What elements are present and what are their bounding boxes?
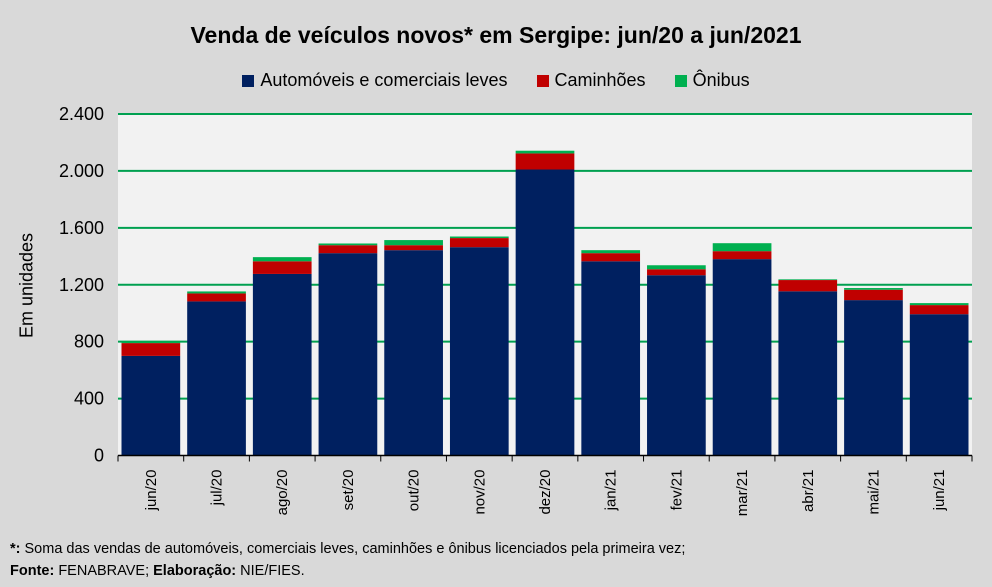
elaboration-text: NIE/FIES. xyxy=(236,563,305,579)
footnote: *: Soma das vendas de automóveis, comerc… xyxy=(10,538,685,582)
elaboration-label: Elaboração: xyxy=(153,563,237,579)
legend-label: Automóveis e comerciais leves xyxy=(260,70,508,90)
bar-ônibus xyxy=(252,257,312,262)
x-tick-label: dez/20 xyxy=(537,470,554,515)
x-tick-label: nov/20 xyxy=(471,470,488,515)
footnote-star-label: *: xyxy=(10,541,21,557)
legend-swatch xyxy=(536,74,549,87)
bar-caminhões xyxy=(515,153,575,170)
bar-caminhões xyxy=(449,238,509,248)
bar-caminhões xyxy=(778,280,838,292)
legend-item-onibus: Ônibus xyxy=(674,70,750,91)
x-tick-label: abr/21 xyxy=(800,470,817,513)
x-tick-label: jan/21 xyxy=(603,470,620,512)
chart-title: Venda de veículos novos* em Sergipe: jun… xyxy=(190,22,802,48)
bar-caminhões xyxy=(712,251,772,260)
bar-ônibus xyxy=(187,291,246,294)
bar-caminhões xyxy=(384,245,443,251)
bar-ônibus xyxy=(647,265,706,270)
y-tick-label: 0 xyxy=(94,446,104,466)
bar-automóveis xyxy=(121,355,181,456)
bar-ônibus xyxy=(909,303,969,306)
bar-automóveis xyxy=(187,301,246,456)
y-tick-label: 400 xyxy=(74,389,104,409)
bar-automóveis xyxy=(909,314,969,456)
bar-ônibus xyxy=(449,236,509,239)
y-tick-label: 1.600 xyxy=(59,218,104,238)
bar-caminhões xyxy=(252,261,312,274)
bar-caminhões xyxy=(844,289,903,301)
legend-swatch xyxy=(674,74,687,87)
bar-automóveis xyxy=(844,300,903,456)
bar-ônibus xyxy=(121,341,181,344)
bar-ônibus xyxy=(515,150,575,154)
x-tick-label: ago/20 xyxy=(274,470,291,516)
bar-caminhões xyxy=(318,245,378,254)
bar-caminhões xyxy=(647,269,706,276)
y-tick-label: 2.000 xyxy=(59,161,104,181)
legend-item-automoveis: Automóveis e comerciais leves xyxy=(242,70,507,91)
y-tick-label: 1.200 xyxy=(59,275,104,295)
x-tick-label: set/20 xyxy=(340,470,357,511)
y-tick-label: 800 xyxy=(74,332,104,352)
source-text: FENABRAVE; xyxy=(54,563,154,579)
bar-ônibus xyxy=(318,243,378,246)
bar-caminhões xyxy=(581,253,641,262)
footnote-star-text: Soma das vendas de automóveis, comerciai… xyxy=(20,541,686,557)
bar-ônibus xyxy=(712,243,772,252)
bar-automóveis xyxy=(778,291,838,456)
bar-ônibus xyxy=(778,279,838,281)
legend-swatch xyxy=(242,74,255,87)
bar-ônibus xyxy=(581,250,641,254)
x-tick-label: jun/21 xyxy=(931,470,948,512)
legend-label: Caminhões xyxy=(554,70,646,90)
bar-caminhões xyxy=(909,305,969,315)
bar-automóveis xyxy=(318,253,378,456)
bar-automóveis xyxy=(515,169,575,456)
legend-item-caminhoes: Caminhões xyxy=(536,70,646,91)
legend-label: Ônibus xyxy=(692,70,750,90)
x-tick-label: out/20 xyxy=(406,470,423,512)
bar-caminhões xyxy=(121,343,181,356)
bar-ônibus xyxy=(844,288,903,290)
bar-automóveis xyxy=(712,259,772,456)
x-tick-label: fev/21 xyxy=(668,470,685,511)
x-tick-label: jul/20 xyxy=(209,470,226,507)
bar-caminhões xyxy=(187,293,246,302)
x-tick-label: mai/21 xyxy=(865,470,882,515)
legend: Automóveis e comerciais leves Caminhões … xyxy=(0,70,992,92)
y-tick-label: 2.400 xyxy=(59,104,104,124)
source-label: Fonte: xyxy=(10,563,55,579)
bar-ônibus xyxy=(384,240,443,246)
x-tick-label: jun/20 xyxy=(143,470,160,512)
bar-automóveis xyxy=(647,275,706,456)
bar-automóveis xyxy=(252,273,312,456)
bar-automóveis xyxy=(384,250,443,456)
bar-automóveis xyxy=(581,261,641,456)
x-tick-label: mar/21 xyxy=(734,470,751,517)
bar-automóveis xyxy=(449,247,509,456)
